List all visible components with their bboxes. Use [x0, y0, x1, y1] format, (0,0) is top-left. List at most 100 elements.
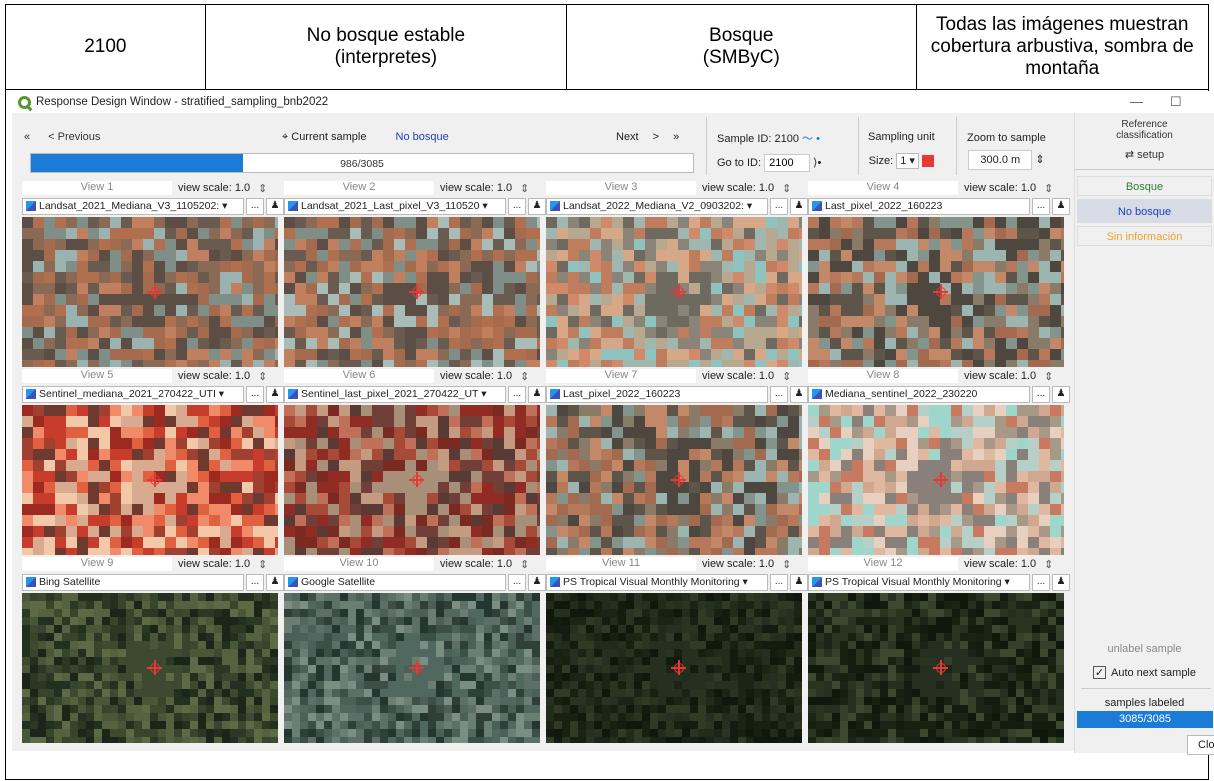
map-view-3: View 3 view scale: 1.0 ⇕ Landsat_2022_Media… [546, 181, 808, 367]
view-scale-label: view scale: 1.0 [964, 558, 1037, 570]
view-scale-spin-icon[interactable]: ⇕ [1044, 558, 1054, 571]
next-arrow-icon[interactable]: > [652, 131, 660, 143]
minimize-button[interactable]: — [1130, 94, 1143, 109]
size-select[interactable]: 1 ▾ [896, 153, 919, 169]
layer-select[interactable]: Last_pixel_2022_160223 [808, 197, 1030, 215]
map-canvas[interactable] [22, 593, 278, 743]
raster-layer-icon [288, 201, 298, 211]
last-sample-button[interactable]: » [673, 131, 680, 143]
layer-select[interactable]: Last_pixel_2022_160223 [546, 385, 768, 403]
view-scale-spin-icon[interactable]: ⇕ [520, 182, 530, 195]
view-scale-spin-icon[interactable]: ⇕ [258, 370, 268, 383]
view-scale-spin-icon[interactable]: ⇕ [782, 182, 792, 195]
layer-more-button[interactable]: ... [770, 197, 788, 215]
layer-select[interactable]: Landsat_2022_Mediana_V2_0903202: ▾ [546, 197, 768, 215]
layer-more-button[interactable]: ... [508, 197, 526, 215]
view-scale-label: view scale: 1.0 [702, 370, 775, 382]
view-name: View 12 [808, 557, 958, 571]
layer-more-button[interactable]: ... [508, 385, 526, 403]
maximize-button[interactable]: ☐ [1170, 94, 1182, 109]
layer-select[interactable]: Sentinel_last_pixel_2021_270422_UT ▾ [284, 385, 506, 403]
map-canvas[interactable] [22, 405, 278, 555]
raster-layer-icon [26, 389, 36, 399]
pin-icon[interactable]: ♟ [790, 197, 808, 215]
pin-icon[interactable]: ♟ [790, 385, 808, 403]
map-canvas[interactable] [808, 217, 1064, 367]
view-scale-spin-icon[interactable]: ⇕ [520, 370, 530, 383]
navigation-toolbar: « < Previous ⌖ Current sample No bosque … [12, 113, 1070, 179]
layer-more-button[interactable]: ... [1032, 385, 1050, 403]
map-canvas[interactable] [284, 405, 540, 555]
goto-button[interactable]: ⟩• [813, 157, 822, 169]
pin-icon[interactable]: ♟ [266, 385, 284, 403]
view-scale-spin-icon[interactable]: ⇕ [782, 558, 792, 571]
zoom-input[interactable]: 300.0 m [968, 150, 1033, 170]
setup-button[interactable]: ⇄ setup [1075, 148, 1214, 170]
layer-select[interactable]: Sentinel_mediana_2021_270422_UTI ▾ [22, 385, 244, 403]
pin-icon[interactable]: ♟ [528, 197, 546, 215]
map-canvas[interactable] [546, 405, 802, 555]
view-scale-spin-icon[interactable]: ⇕ [258, 182, 268, 195]
layer-select[interactable]: PS Tropical Visual Monthly Monitoring ▾ [546, 573, 768, 591]
raster-layer-icon [550, 201, 560, 211]
layer-select[interactable]: Bing Satellite [22, 573, 244, 591]
view-name: View 1 [22, 181, 172, 195]
first-sample-button[interactable]: « [24, 131, 31, 143]
zoom-spin-icon[interactable]: ⇕ [1035, 154, 1045, 166]
raster-layer-icon [288, 389, 298, 399]
map-canvas[interactable] [546, 593, 802, 743]
view-scale-spin-icon[interactable]: ⇕ [782, 370, 792, 383]
layer-name: Landsat_2022_Mediana_V2_0903202: ▾ [563, 200, 753, 212]
layer-more-button[interactable]: ... [1032, 197, 1050, 215]
layer-more-button[interactable]: ... [246, 385, 264, 403]
layer-more-button[interactable]: ... [1032, 573, 1050, 591]
class-bosque-button[interactable]: Bosque [1077, 176, 1212, 196]
close-button[interactable]: Clo [1187, 735, 1214, 755]
view-scale-spin-icon[interactable]: ⇕ [1044, 182, 1054, 195]
view-name: View 11 [546, 557, 696, 571]
view-name: View 4 [808, 181, 958, 195]
previous-button[interactable]: < Previous [48, 131, 101, 143]
view-scale-spin-icon[interactable]: ⇕ [1044, 370, 1054, 383]
layer-select[interactable]: PS Tropical Visual Monthly Monitoring ▾ [808, 573, 1030, 591]
map-canvas[interactable] [808, 405, 1064, 555]
reference-classification-title: Reference classification [1116, 119, 1173, 141]
samples-labeled-title: samples labeled [1104, 697, 1185, 709]
pin-icon[interactable]: ♟ [266, 573, 284, 591]
view-scale-spin-icon[interactable]: ⇕ [520, 558, 530, 571]
layer-select[interactable]: Mediana_sentinel_2022_230220 [808, 385, 1030, 403]
map-canvas[interactable] [546, 217, 802, 367]
map-canvas[interactable] [22, 217, 278, 367]
goto-id-input[interactable] [764, 154, 811, 172]
layer-select[interactable]: Landsat_2021_Mediana_V3_1105202: ▾ [22, 197, 244, 215]
sample-color-button[interactable] [921, 155, 934, 168]
class-sin-informacion-button[interactable]: Sin información [1077, 226, 1212, 246]
map-canvas[interactable] [284, 217, 540, 367]
layer-more-button[interactable]: ... [770, 385, 788, 403]
map-canvas[interactable] [808, 593, 1064, 743]
auto-next-checkbox[interactable]: ✓ [1093, 666, 1106, 679]
pin-icon[interactable]: ♟ [1052, 573, 1070, 591]
view-scale-label: view scale: 1.0 [964, 370, 1037, 382]
pin-icon[interactable]: ♟ [528, 573, 546, 591]
class-no-bosque-button[interactable]: No bosque [1077, 199, 1212, 223]
view-scale-spin-icon[interactable]: ⇕ [258, 558, 268, 571]
pin-icon[interactable]: ♟ [790, 573, 808, 591]
sampling-unit-title: Sampling unit [868, 131, 935, 143]
layer-select[interactable]: Google Satellite [284, 573, 506, 591]
next-button[interactable]: Next [616, 131, 639, 143]
layer-more-button[interactable]: ... [246, 573, 264, 591]
pin-icon[interactable]: ♟ [528, 385, 546, 403]
unlabel-sample-button[interactable]: unlabel sample [1107, 643, 1182, 655]
layer-more-button[interactable]: ... [246, 197, 264, 215]
current-sample-button[interactable]: ⌖ Current sample [282, 131, 367, 143]
layer-more-button[interactable]: ... [770, 573, 788, 591]
chart-icon[interactable]: 〜 • [802, 133, 820, 145]
layer-more-button[interactable]: ... [508, 573, 526, 591]
layer-select[interactable]: Landsat_2021_Last_pixel_V3_110520 ▾ [284, 197, 506, 215]
raster-layer-icon [288, 577, 298, 587]
pin-icon[interactable]: ♟ [1052, 385, 1070, 403]
pin-icon[interactable]: ♟ [266, 197, 284, 215]
map-canvas[interactable] [284, 593, 540, 743]
pin-icon[interactable]: ♟ [1052, 197, 1070, 215]
